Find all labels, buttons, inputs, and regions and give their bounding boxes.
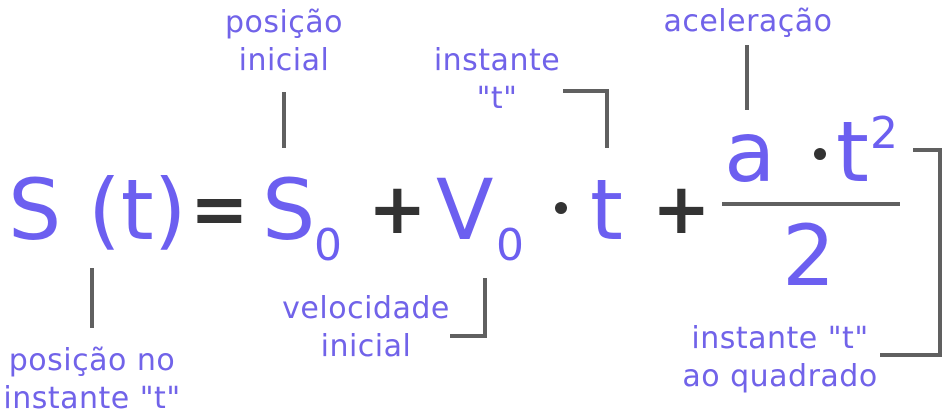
label-initial-position-line2: inicial [238,43,330,78]
equation-equals: = [190,168,249,250]
bracket-instant-t [563,89,609,148]
numerator-t: t [836,103,869,201]
label-instant-t-line1: instante [433,43,561,78]
label-position-at-t: posição no instante "t" [0,342,184,418]
label-initial-velocity-line1: velocidade [282,291,450,326]
label-acceleration: aceleração [663,4,833,39]
equation-v: V [436,161,494,259]
label-position-at-t-line2: instante "t" [3,381,181,416]
label-instant-t: instante "t" [412,42,582,118]
label-initial-position-line1: posição [224,5,344,40]
equation-t: t [590,161,623,259]
equation-s: S [262,161,316,259]
label-instant-t-line2: "t" [476,81,518,116]
equation-plus-1: + [368,168,427,250]
equation-plus-2: + [652,168,711,250]
numerator-a: a [724,103,776,201]
bracket-t-squared [880,148,942,357]
label-position-at-t-line1: posição no [8,343,176,378]
equation-s-subscript: 0 [314,220,342,271]
label-initial-position: posição inicial [198,4,370,80]
label-initial-velocity: velocidade inicial [268,290,464,366]
multiplication-dot-1 [555,202,567,214]
numerator-exponent: 2 [870,108,898,159]
equation-lhs: S (t) [8,161,187,259]
equation-v-subscript: 0 [496,220,524,271]
bracket-initial-velocity [450,278,487,338]
label-instant-t-squared: instante "t" ao quadrado [670,320,890,396]
multiplication-dot-2 [814,148,826,160]
label-initial-velocity-line2: inicial [320,329,412,364]
denominator: 2 [782,207,836,305]
label-instant-t-squared-line2: ao quadrado [682,359,878,394]
label-instant-t-squared-line1: instante "t" [691,321,869,356]
